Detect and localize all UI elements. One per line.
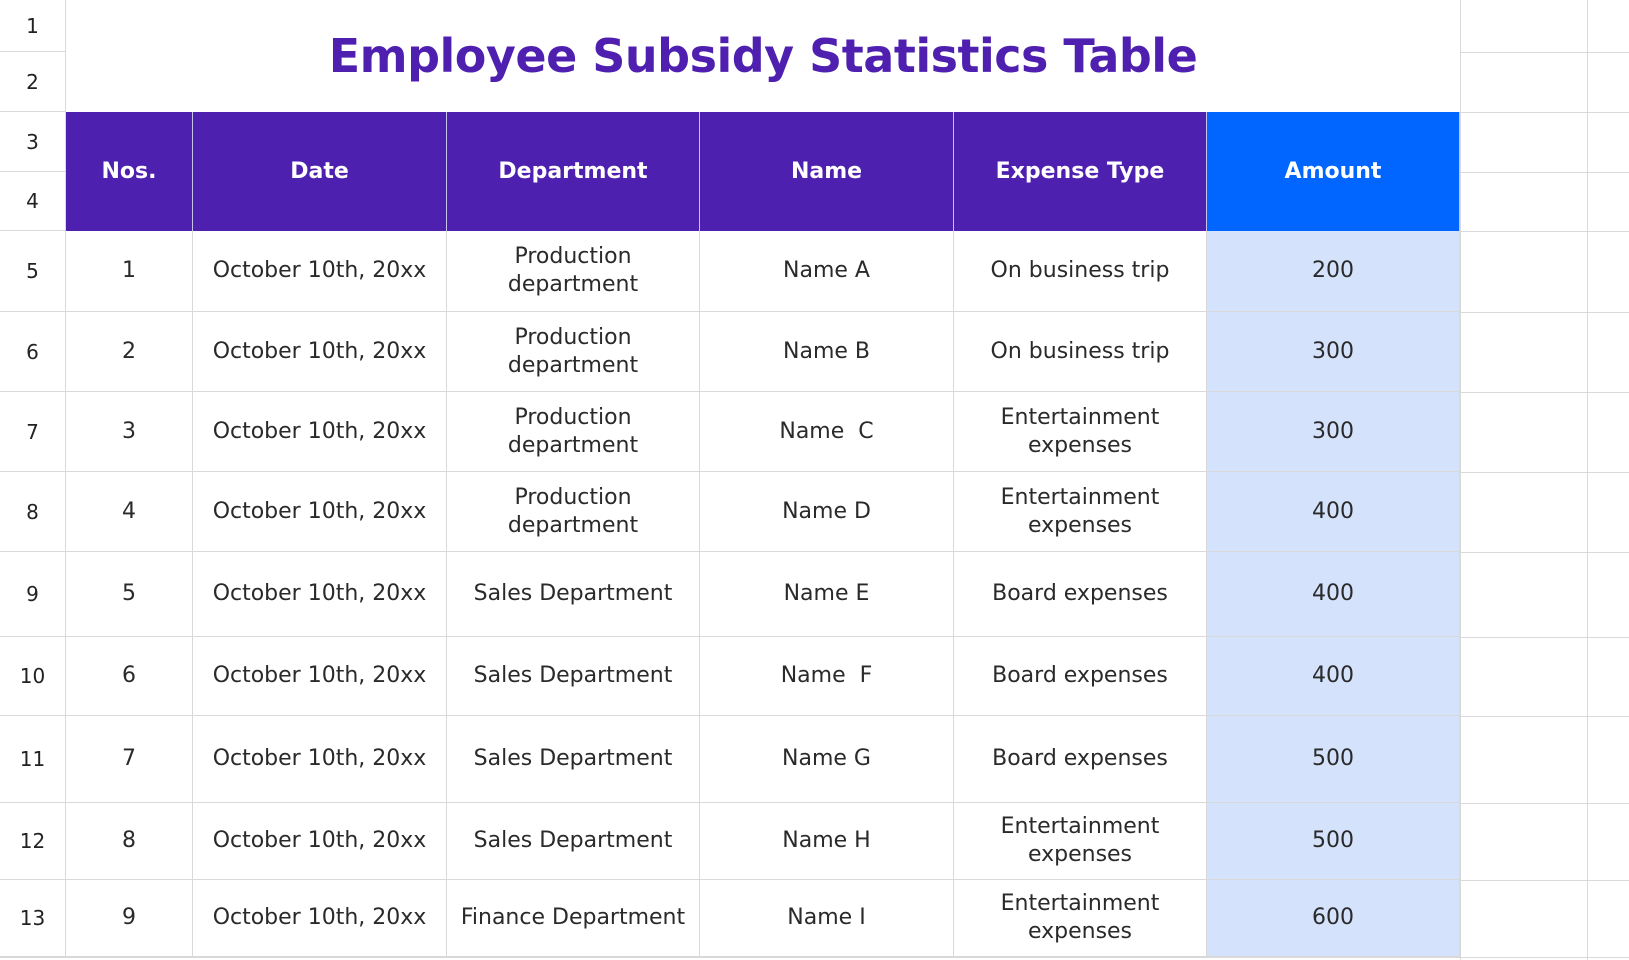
table-cell-nos[interactable]: 9	[66, 880, 193, 957]
table-cell-date[interactable]: October 10th, 20xx	[193, 472, 447, 552]
table-cell-department[interactable]: Sales Department	[447, 552, 700, 637]
table-cell-department[interactable]: Production department	[447, 392, 700, 472]
table-cell-date[interactable]: October 10th, 20xx	[193, 552, 447, 637]
row-header-7[interactable]: 7	[0, 392, 66, 472]
table-cell-expense-type[interactable]: Board expenses	[954, 552, 1207, 637]
gridline	[1460, 312, 1629, 313]
table-cell-expense-type[interactable]: Entertainment expenses	[954, 880, 1207, 957]
table-cell-expense-type[interactable]: Entertainment expenses	[954, 392, 1207, 472]
table-cell-amount[interactable]: 300	[1207, 392, 1460, 472]
gridline	[1460, 112, 1629, 113]
table-cell-expense-type[interactable]: Board expenses	[954, 637, 1207, 716]
table-cell-date[interactable]: October 10th, 20xx	[193, 803, 447, 880]
table-cell-department[interactable]: Sales Department	[447, 803, 700, 880]
table-cell-name[interactable]: Name D	[700, 472, 954, 552]
table-cell-date[interactable]: October 10th, 20xx	[193, 880, 447, 957]
table-cell-nos[interactable]: 4	[66, 472, 193, 552]
column-header-expense-type[interactable]: Expense Type	[954, 112, 1207, 231]
column-header-name[interactable]: Name	[700, 112, 954, 231]
table-cell-amount[interactable]: 500	[1207, 803, 1460, 880]
gridline	[1460, 552, 1629, 553]
table-cell-amount[interactable]: 400	[1207, 472, 1460, 552]
table-cell-department[interactable]: Sales Department	[447, 716, 700, 803]
gridline	[1460, 52, 1629, 53]
table-cell-date[interactable]: October 10th, 20xx	[193, 716, 447, 803]
table-cell-name[interactable]: Name E	[700, 552, 954, 637]
row-header-9[interactable]: 9	[0, 552, 66, 637]
table-cell-department[interactable]: Production department	[447, 231, 700, 312]
row-header-3[interactable]: 3	[0, 112, 66, 172]
table-cell-department[interactable]: Sales Department	[447, 637, 700, 716]
table-title[interactable]: Employee Subsidy Statistics Table	[66, 0, 1460, 112]
table-cell-date[interactable]: October 10th, 20xx	[193, 637, 447, 716]
gridline	[1460, 880, 1629, 881]
table-cell-date[interactable]: October 10th, 20xx	[193, 312, 447, 392]
table-cell-nos[interactable]: 8	[66, 803, 193, 880]
gridline	[1460, 231, 1629, 232]
table-cell-name[interactable]: Name B	[700, 312, 954, 392]
row-header-13[interactable]: 13	[0, 880, 66, 957]
column-header-department[interactable]: Department	[447, 112, 700, 231]
table-cell-expense-type[interactable]: Entertainment expenses	[954, 803, 1207, 880]
table-cell-department[interactable]: Production department	[447, 472, 700, 552]
table-cell-amount[interactable]: 400	[1207, 552, 1460, 637]
table-cell-nos[interactable]: 1	[66, 231, 193, 312]
table-cell-expense-type[interactable]: On business trip	[954, 231, 1207, 312]
table-cell-name[interactable]: Name A	[700, 231, 954, 312]
gridline	[1460, 472, 1629, 473]
column-header-nos[interactable]: Nos.	[66, 112, 193, 231]
table-cell-amount[interactable]: 300	[1207, 312, 1460, 392]
gridline	[1460, 716, 1629, 717]
row-header-8[interactable]: 8	[0, 472, 66, 552]
table-cell-nos[interactable]: 7	[66, 716, 193, 803]
gridline	[1460, 172, 1629, 173]
gridline	[1460, 803, 1629, 804]
row-header-2[interactable]: 2	[0, 52, 66, 112]
table-cell-expense-type[interactable]: On business trip	[954, 312, 1207, 392]
table-cell-nos[interactable]: 6	[66, 637, 193, 716]
row-header-1[interactable]: 1	[0, 0, 66, 52]
row-header-11[interactable]: 11	[0, 716, 66, 803]
table-cell-amount[interactable]: 400	[1207, 637, 1460, 716]
gridline	[1460, 0, 1461, 960]
table-cell-date[interactable]: October 10th, 20xx	[193, 392, 447, 472]
table-cell-name[interactable]: Name H	[700, 803, 954, 880]
table-cell-name[interactable]: Name I	[700, 880, 954, 957]
table-cell-amount[interactable]: 600	[1207, 880, 1460, 957]
table-cell-department[interactable]: Finance Department	[447, 880, 700, 957]
row-header-4[interactable]: 4	[0, 172, 66, 231]
row-header-5[interactable]: 5	[0, 231, 66, 312]
table-cell-date[interactable]: October 10th, 20xx	[193, 231, 447, 312]
gridline	[0, 957, 1629, 958]
table-cell-nos[interactable]: 5	[66, 552, 193, 637]
table-cell-expense-type[interactable]: Entertainment expenses	[954, 472, 1207, 552]
table-cell-name[interactable]: Name F	[700, 637, 954, 716]
gridline	[1587, 0, 1588, 960]
table-cell-department[interactable]: Production department	[447, 312, 700, 392]
table-cell-nos[interactable]: 2	[66, 312, 193, 392]
table-cell-expense-type[interactable]: Board expenses	[954, 716, 1207, 803]
row-header-10[interactable]: 10	[0, 637, 66, 716]
row-header-6[interactable]: 6	[0, 312, 66, 392]
gridline	[1460, 637, 1629, 638]
table-cell-name[interactable]: Name C	[700, 392, 954, 472]
column-header-date[interactable]: Date	[193, 112, 447, 231]
gridline	[1460, 392, 1629, 393]
table-cell-name[interactable]: Name G	[700, 716, 954, 803]
table-cell-nos[interactable]: 3	[66, 392, 193, 472]
table-cell-amount[interactable]: 200	[1207, 231, 1460, 312]
table-cell-amount[interactable]: 500	[1207, 716, 1460, 803]
row-header-12[interactable]: 12	[0, 803, 66, 880]
column-header-amount[interactable]: Amount	[1207, 112, 1460, 231]
